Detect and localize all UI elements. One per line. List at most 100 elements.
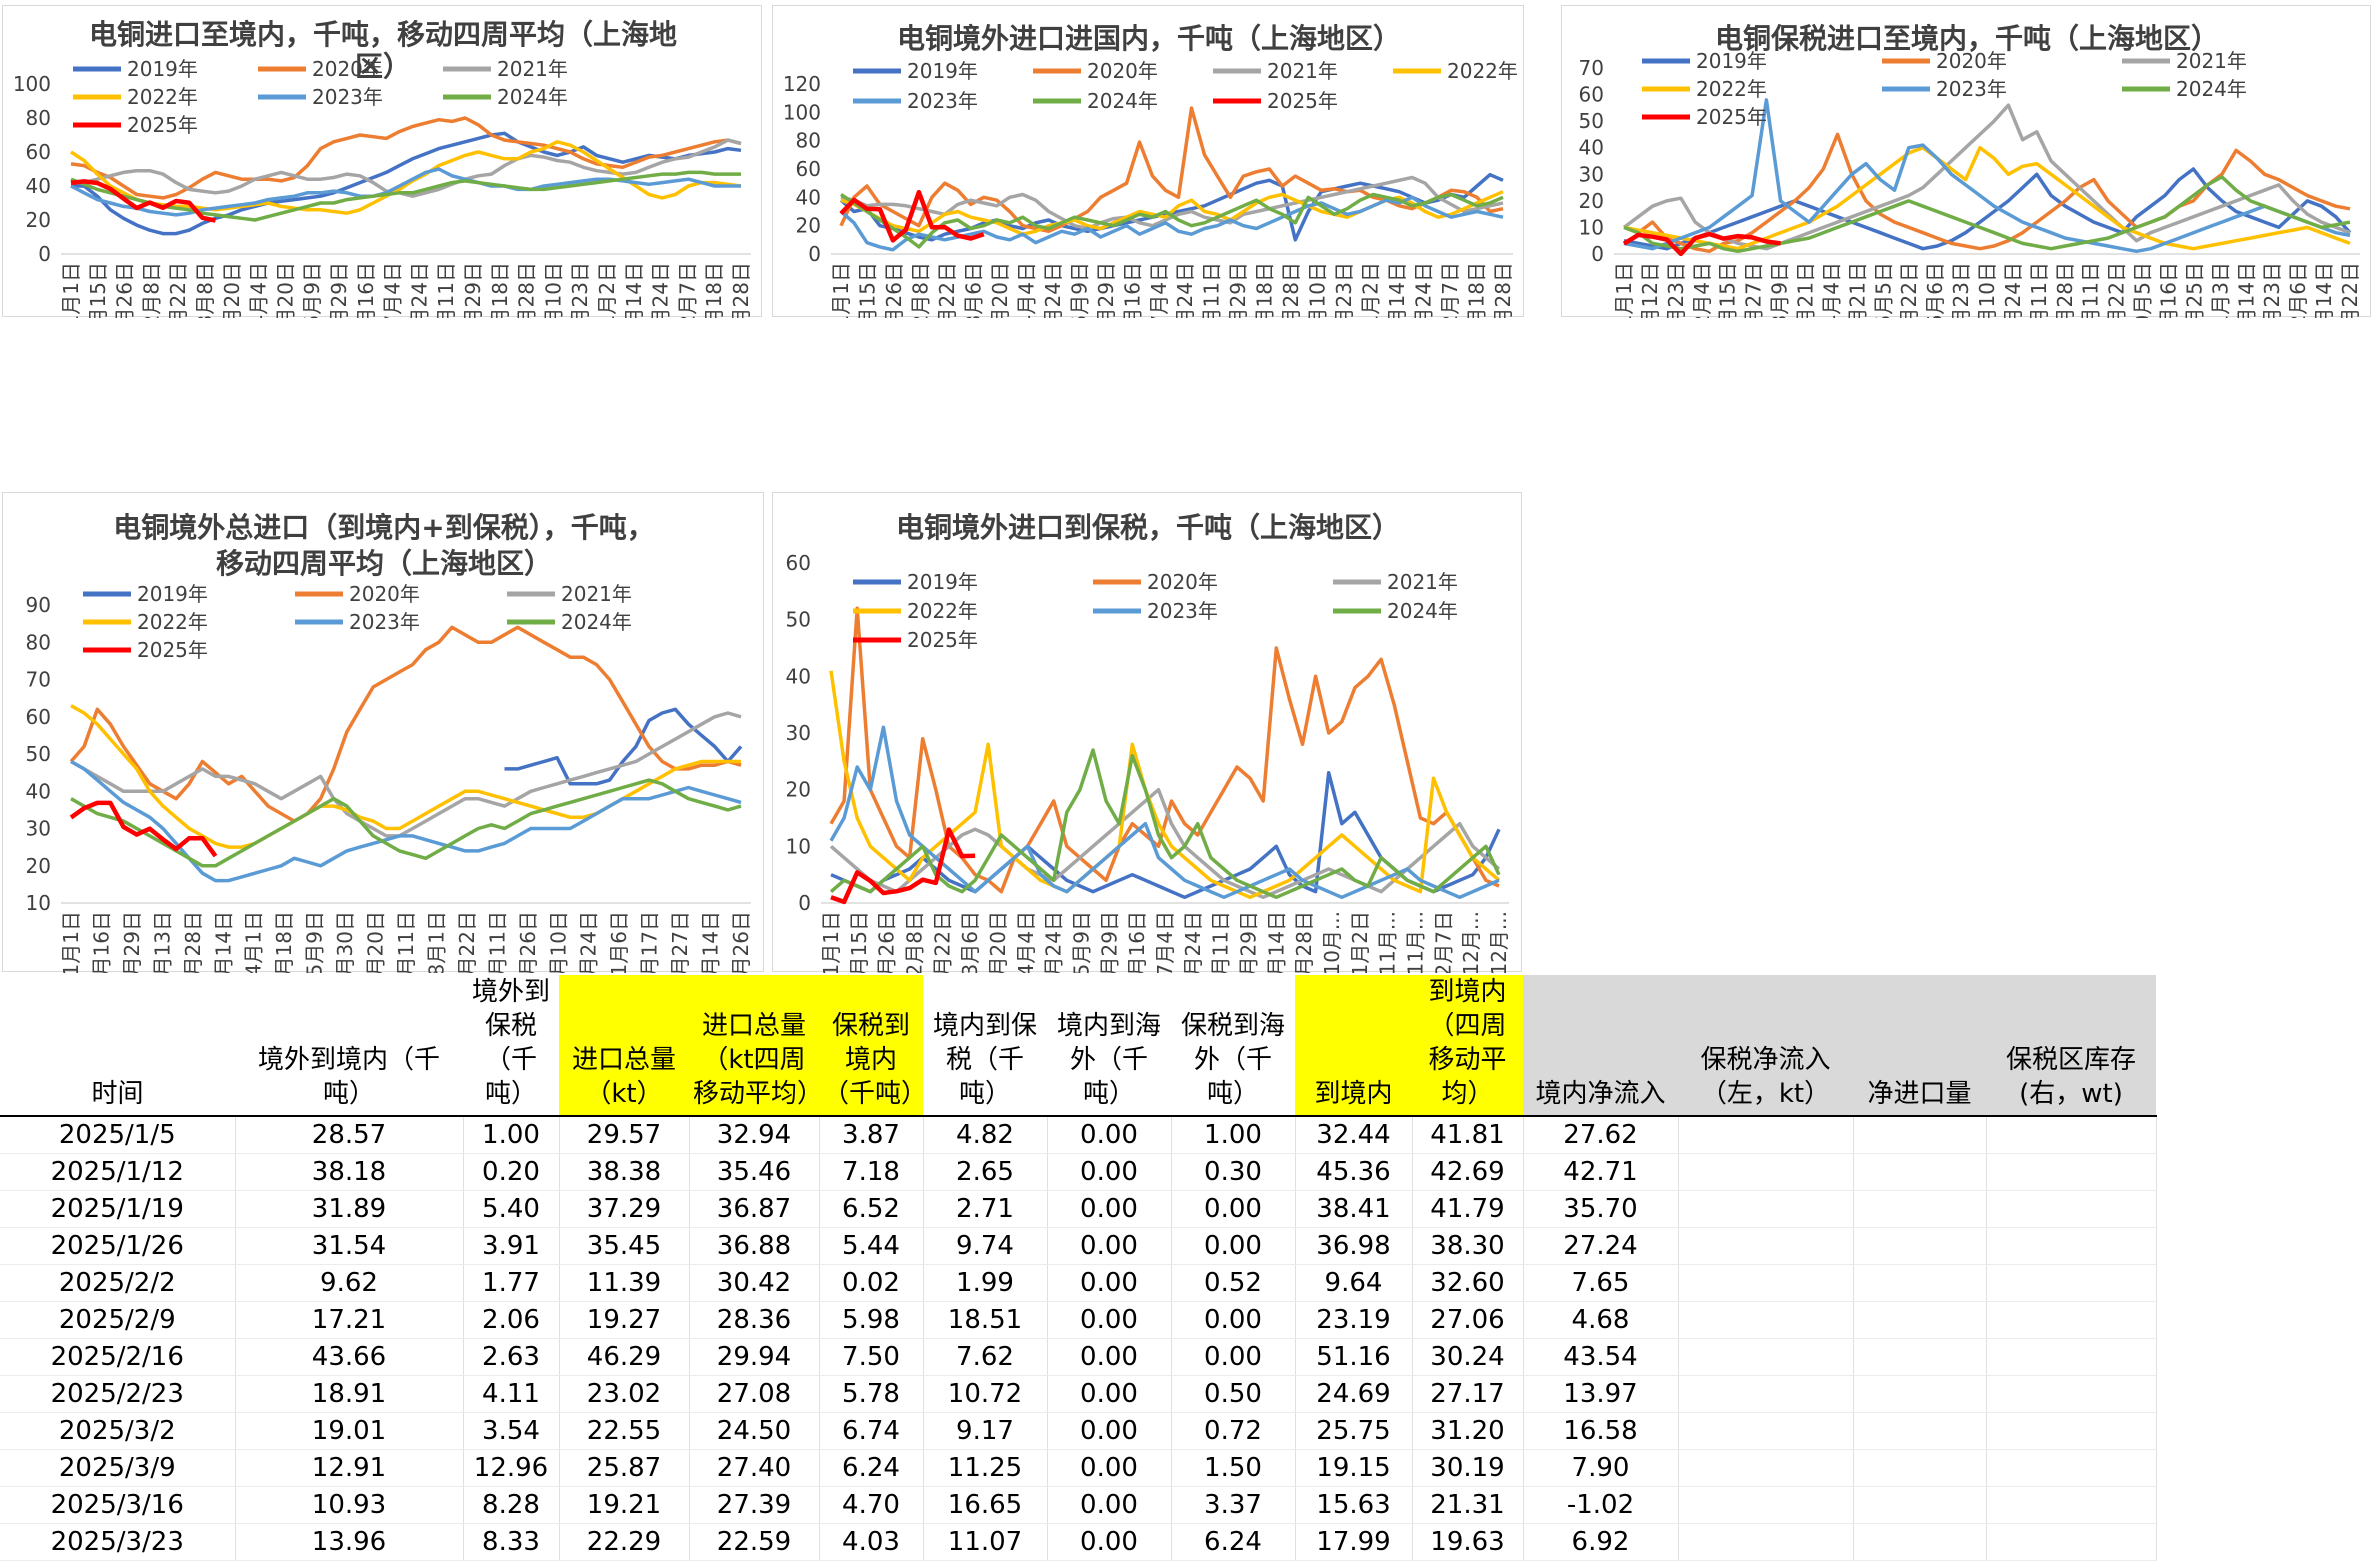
legend-label: 2024年 (1387, 599, 1458, 623)
x-tick-label: 12月28日 (729, 262, 753, 318)
legend-label: 2022年 (1696, 77, 1767, 101)
table-cell (1678, 1301, 1854, 1339)
series-line-2024 (70, 170, 741, 222)
table-cell: 31.54 (235, 1227, 464, 1265)
y-tick-label: 60 (786, 551, 811, 575)
y-tick-label: 20 (1579, 189, 1604, 213)
x-tick-label: 12月28日 (1491, 262, 1515, 318)
table-cell: 42.71 (1523, 1153, 1679, 1191)
legend-label: 2020年 (1936, 49, 2007, 73)
x-tick-label: 5月5日 (1871, 262, 1895, 318)
table-cell: 10.93 (235, 1486, 464, 1524)
x-tick-label: 10月10日 (1306, 262, 1330, 318)
table-cell: 35.45 (559, 1227, 690, 1265)
table-cell: 3.91 (463, 1227, 560, 1265)
table-cell: 7.62 (923, 1338, 1048, 1376)
table-cell: 0.30 (1171, 1153, 1296, 1191)
series-line-2025 (69, 800, 218, 858)
table-cell: 7.18 (819, 1153, 924, 1191)
y-tick-label: 40 (786, 664, 811, 688)
column-header: 保税区库存(右，wt) (1986, 975, 2156, 1117)
table-cell: 2.65 (923, 1153, 1048, 1191)
table-cell (1853, 1227, 1987, 1265)
table-cell: 0.72 (1171, 1412, 1296, 1450)
table-cell: 0.00 (1047, 1301, 1172, 1339)
chart-svg: 电铜境外进口进国内，千吨（上海地区） 0 20 40 60 80 100 120 1月1日 1月1… (783, 22, 1518, 318)
legend-label: 2024年 (1087, 89, 1158, 113)
table-cell: 6.24 (1171, 1523, 1296, 1561)
x-tick-label: 9月28日 (515, 262, 539, 318)
series-line-2019 (71, 131, 742, 236)
x-tick-label: 12月22日 (2338, 262, 2362, 318)
x-tick-label: 11月2日 (1359, 262, 1383, 318)
table-cell: 27.17 (1412, 1375, 1524, 1413)
series-line-2020 (69, 625, 742, 823)
table-row: 2025/3/9 12.91 12.96 25.87 27.40 6.24 11.25 0.0… (0, 1449, 2157, 1487)
x-tick-label: 1月15日 (855, 262, 879, 318)
table-cell: 32.94 (689, 1116, 820, 1154)
table-cell: 31.89 (235, 1190, 464, 1228)
x-tick-label: 10月10日 (546, 911, 570, 973)
x-tick-label: 9月28日 (1279, 262, 1303, 318)
table-cell: 51.16 (1295, 1338, 1413, 1376)
table-cell: 0.00 (1047, 1190, 1172, 1228)
table-cell: 2025/1/5 (0, 1116, 236, 1154)
table-cell: 2025/3/16 (0, 1486, 236, 1524)
table-cell: 27.08 (689, 1375, 820, 1413)
table-cell: 4.11 (463, 1375, 560, 1413)
table-cell (1986, 1264, 2157, 1302)
legend-label: 2021年 (2176, 49, 2247, 73)
table-cell: 36.88 (689, 1227, 820, 1265)
table-cell: 32.60 (1412, 1264, 1524, 1302)
x-tick-label: 11月6日 (607, 911, 631, 973)
x-tick-label: 10月10日 (541, 262, 565, 318)
x-tick-label: 1月12日 (1638, 262, 1662, 318)
table-cell (1986, 1116, 2157, 1154)
y-tick-label: 70 (26, 668, 51, 692)
legend-label: 2020年 (349, 582, 420, 606)
series-line-2023 (70, 759, 742, 883)
legend-label: 2023年 (1936, 77, 2007, 101)
series-line-2019 (1623, 167, 2352, 251)
table-row: 2025/3/2 19.01 3.54 22.55 24.50 6.74 9.17 0.00 0… (0, 1412, 2157, 1450)
x-tick-label: 11月2日 (595, 262, 619, 318)
legend-label: 2019年 (907, 59, 978, 83)
table-row: 2025/2/2 9.62 1.77 11.39 30.42 0.02 1.99 0.00 0.… (0, 1264, 2157, 1302)
x-tick-label: 9月26日 (516, 911, 540, 973)
y-tick-label: 80 (26, 630, 51, 654)
table-cell: 17.21 (235, 1301, 464, 1339)
x-tick-label: 3月6日 (958, 911, 982, 973)
table-cell (1986, 1190, 2157, 1228)
x-tick-label: 5月9日 (1067, 262, 1091, 318)
x-tick-label: 11月14日 (622, 262, 646, 318)
chart-title: 电铜境外进口进国内，千吨（上海地区） (897, 22, 1401, 55)
series-line-2024 (1623, 175, 2351, 254)
x-tick-label: 12月18日 (702, 262, 726, 318)
legend-label: 2023年 (1147, 599, 1218, 623)
x-tick-label: 11月27日 (668, 911, 692, 973)
x-tick-label: 4月24日 (1041, 262, 1065, 318)
x-tick-label: 12月... (1459, 911, 1483, 973)
table-cell (1853, 1375, 1987, 1413)
x-tick-label: 6月20日 (364, 911, 388, 973)
table-cell (1678, 1375, 1854, 1413)
x-tick-label: 1月26日 (882, 262, 906, 318)
table-cell (1986, 1227, 2157, 1265)
series-line-2024 (840, 192, 1504, 249)
table-cell: 0.00 (1171, 1190, 1296, 1228)
table-cell (1853, 1190, 1987, 1228)
table-cell: 19.63 (1412, 1523, 1524, 1561)
x-tick-label: 2月8日 (908, 262, 932, 318)
x-tick-label: 8月28日 (2053, 262, 2077, 318)
table-cell: 27.62 (1523, 1116, 1679, 1154)
series-line-2019 (504, 707, 743, 786)
chart-title: 电铜进口至境内，千吨，移动四周平均（上海地 (89, 18, 677, 51)
table-header-row: 时间 境外到境内（千吨） 境外到保税（千吨） 进口总量（kt） 进口总量（kt四周移动平… (0, 975, 2156, 1117)
table-cell: 16.58 (1523, 1412, 1679, 1450)
x-tick-label: 3月14日 (211, 911, 235, 973)
y-tick-label: 10 (26, 891, 51, 915)
x-tick-label: 10月16日 (2157, 262, 2181, 318)
table-cell (1986, 1412, 2157, 1450)
y-tick-label: 40 (1579, 136, 1604, 160)
table-cell: 8.28 (463, 1486, 560, 1524)
